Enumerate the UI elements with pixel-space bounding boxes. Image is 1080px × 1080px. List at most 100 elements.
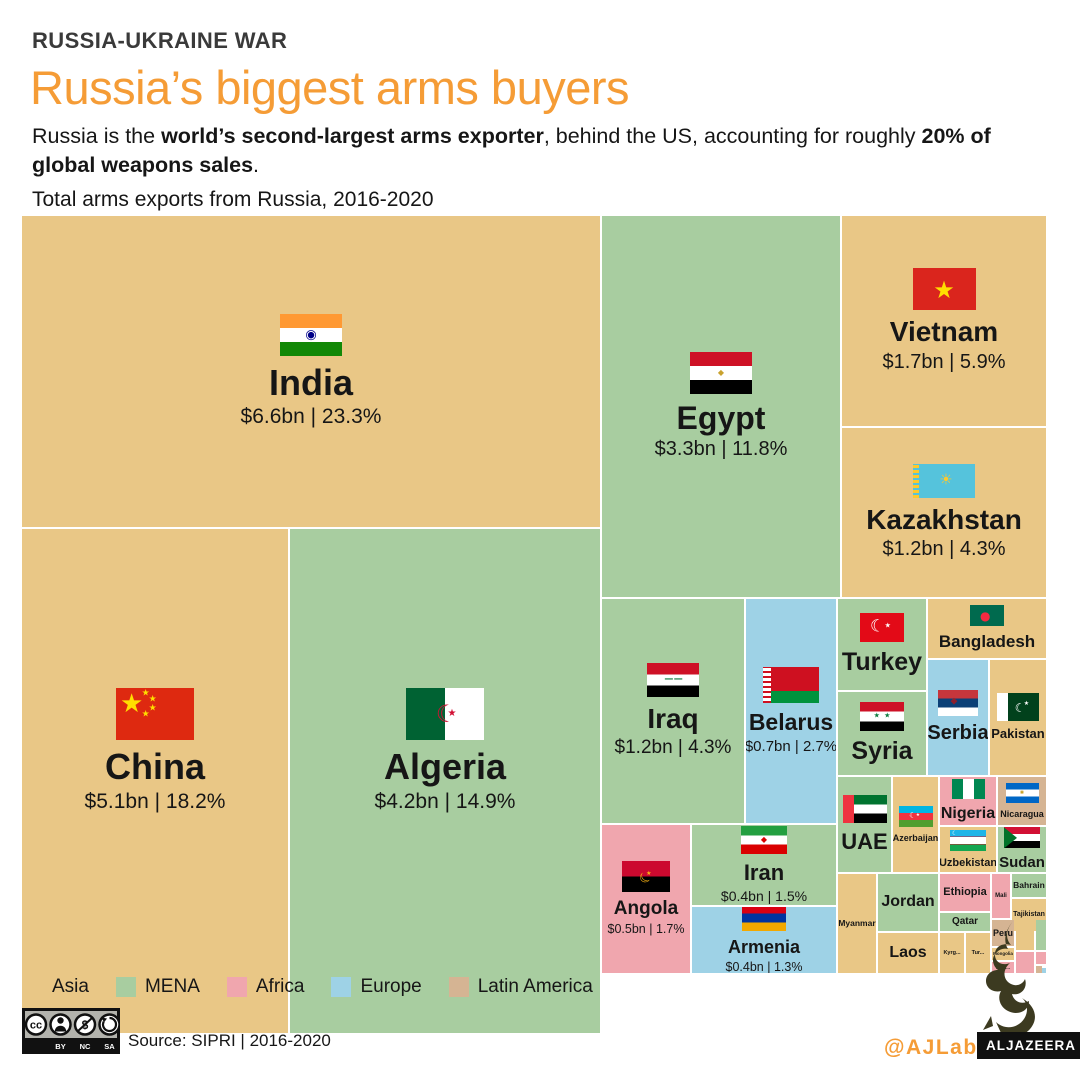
flag-emblem: ★ — [148, 694, 157, 705]
pakistan-flag-icon: ☾ ★ — [997, 693, 1039, 722]
cell-label: Qatar — [951, 916, 979, 928]
cell-label: Sudan — [999, 854, 1045, 872]
serbia-flag-icon: ◆ — [938, 690, 978, 716]
cell-kazakhstan: ☀ Kazakhstan $1.2bn | 4.3% — [842, 428, 1046, 597]
cell-value: $0.4bn | 1.5% — [720, 887, 808, 904]
aljazeera-wordmark: ALJAZEERA — [977, 1032, 1080, 1059]
china-flag-icon: ★ ★ ★ ★ ★ — [116, 688, 194, 741]
india-flag-icon: ◉ — [280, 313, 342, 356]
cell-label: Bangladesh — [938, 632, 1036, 652]
nicaragua-flag-icon: ◉ — [1005, 782, 1039, 803]
cell-label: Nigeria — [940, 804, 996, 822]
flag-emblem: ☾ — [1014, 700, 1026, 715]
vietnam-flag-icon: ★ — [912, 268, 976, 311]
flag-emblem: ★ — [141, 688, 150, 699]
flag-emblem: ◉ — [305, 327, 317, 343]
azerbaijan-flag-icon: ☾ ★ — [898, 805, 933, 827]
cell-small — [1016, 920, 1034, 950]
svg-text:NC: NC — [80, 1042, 91, 1051]
cell-serbia: ◆ Serbia — [928, 660, 988, 775]
flag-emblem: ◉ — [1019, 789, 1025, 796]
kazakhstan-flag-icon: ☀ — [913, 463, 975, 498]
cell-bangladesh: ● Bangladesh — [928, 599, 1046, 658]
uae-flag-icon — [842, 794, 887, 823]
cell-jordan: Jordan — [878, 874, 938, 931]
legend-swatch — [448, 977, 469, 997]
cell-azerbaijan: ☾ ★ Azerbaijan — [893, 777, 938, 872]
flag-emblem: ☾ — [951, 829, 958, 837]
cell-label: Myanmar — [838, 917, 876, 928]
cell-value: $1.2bn | 4.3% — [614, 737, 732, 759]
cell-label: UAE — [841, 828, 888, 854]
legend-label: MENA — [144, 976, 200, 997]
intro-bold-1: world’s second-largest arms exporter — [161, 124, 544, 148]
flag-hoist — [1004, 827, 1017, 849]
cell-label: Syria — [851, 736, 913, 765]
cell-small — [1036, 952, 1046, 964]
cell-peru: Peru — [992, 920, 1014, 946]
cell-iraq: — — Iraq $1.2bn | 4.3% — [602, 599, 744, 823]
armenia-flag-icon — [742, 907, 786, 932]
cell-value: $0.4bn | 1.3% — [725, 960, 803, 973]
uzbekistan-flag-icon: ☾ — [950, 829, 986, 851]
flag-emblem: ★ — [119, 688, 144, 719]
cell-qatar: Qatar — [940, 913, 990, 931]
intro-text: Russia is the world’s second-largest arm… — [32, 122, 1032, 179]
bangladesh-flag-icon: ● — [970, 605, 1004, 627]
flag-emblem: ◆ — [760, 835, 768, 845]
cell-label: Egypt — [676, 399, 766, 436]
legend-label: Europe — [360, 976, 422, 997]
cell-label: Iran — [743, 860, 785, 886]
cell-label: Jordan — [881, 893, 935, 911]
flag-emblem: ★ — [933, 276, 955, 305]
cell-label: Mongolia — [993, 951, 1013, 957]
legend-item-africa: Africa — [226, 976, 304, 998]
cell-kyrg: Kyrg... — [940, 933, 964, 973]
legend-swatch — [226, 977, 247, 997]
svg-text:SA: SA — [104, 1042, 115, 1051]
cell-label: Nicaragua — [1000, 808, 1044, 819]
flag-emblem: ★ — [884, 621, 891, 630]
cell-tur: Tur... — [966, 933, 990, 973]
flag-hoist — [763, 667, 771, 704]
aljazeera-calligraphy-icon — [983, 921, 1035, 1034]
cell-small — [1036, 966, 1042, 973]
flag-emblem: ★ — [141, 709, 150, 720]
cell-egypt: ◆ Egypt $3.3bn | 11.8% — [602, 216, 840, 597]
legend-item-europe: Europe — [331, 976, 422, 998]
cell-label: Kazakhstan — [866, 503, 1022, 535]
flag-emblem: ★ — [447, 708, 457, 720]
cell-label: Bahrain — [1013, 879, 1045, 890]
flag-emblem: ☾ — [869, 616, 886, 637]
flag-emblem: ◆ — [950, 696, 958, 707]
legend-item-asia: Asia — [23, 976, 89, 998]
cell-value: $4.2bn | 14.9% — [374, 789, 516, 813]
svg-text:BY: BY — [55, 1042, 65, 1051]
flag-emblem: — — [673, 674, 683, 685]
syria-flag-icon: ★ ★ — [860, 701, 904, 731]
cell-label: Azerbaijan — [893, 832, 938, 843]
cell-value: $0.5bn | 1.7% — [607, 922, 685, 937]
legend-item-mena: MENA — [115, 976, 200, 998]
legend-label: Latin America — [477, 976, 593, 997]
cell-syria: ★ ★ Syria — [838, 692, 926, 775]
cell-armenia: Armenia $0.4bn | 1.3% — [692, 907, 836, 973]
legend-swatch — [115, 977, 136, 997]
legend-swatch — [331, 977, 352, 997]
cell-label: Ethiopia — [943, 886, 987, 899]
cell-value: $1.7bn | 5.9% — [882, 350, 1006, 373]
cell-label: Vietnam — [889, 316, 999, 348]
cell-label: Belarus — [748, 709, 834, 736]
cell-algeria: ☾ ★ Algeria $4.2bn | 14.9% — [290, 529, 600, 1033]
flag-emblem: ● — [980, 608, 991, 623]
turkey-flag-icon: ☾ ★ — [860, 612, 904, 642]
flag-emblem: ★ — [884, 711, 891, 720]
cell-value: $1.2bn | 4.3% — [882, 538, 1006, 561]
svg-text:cc: cc — [30, 1020, 42, 1032]
flag-emblem: ★ — [915, 813, 920, 819]
cell-label: Iraq — [647, 702, 699, 734]
angola-flag-icon: ☾ ★ — [622, 861, 670, 893]
egypt-flag-icon: ◆ — [690, 351, 752, 394]
cell-label: Mali — [995, 892, 1007, 899]
